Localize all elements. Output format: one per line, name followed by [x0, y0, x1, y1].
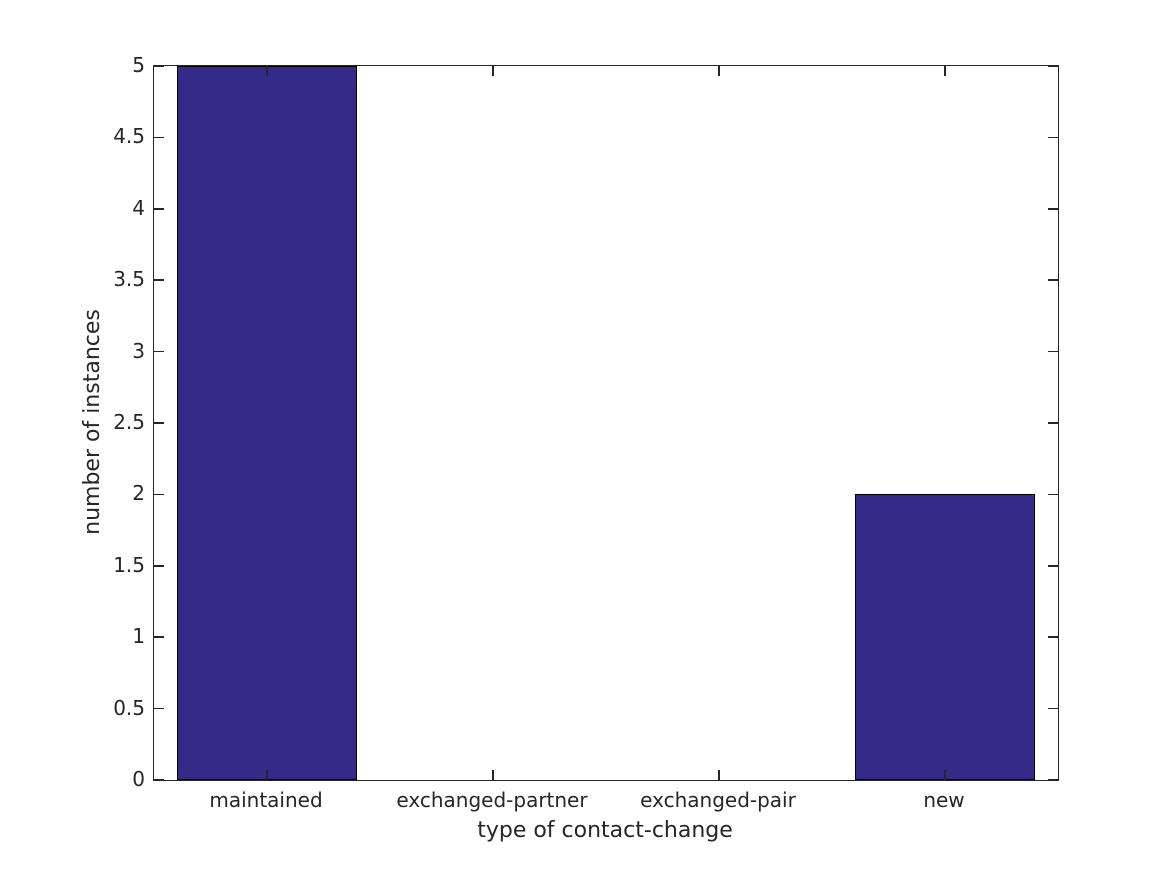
x-tick-top	[718, 66, 720, 76]
y-tick-left	[154, 422, 164, 424]
y-tick-left	[154, 65, 164, 67]
y-tick-left	[154, 779, 164, 781]
x-tick-bottom	[266, 770, 268, 780]
plot-area	[153, 65, 1059, 781]
y-tick-right	[1048, 779, 1058, 781]
y-tick-left	[154, 636, 164, 638]
y-tick-right	[1048, 493, 1058, 496]
y-tick-label: 0	[132, 767, 145, 791]
y-tick-label: 4	[132, 195, 145, 220]
x-axis-label: type of contact-change	[477, 818, 733, 843]
y-tick-label: 2	[132, 481, 145, 506]
x-tick-label-exchanged-partner: exchanged-partner	[396, 788, 588, 812]
x-tick-label-exchanged-pair: exchanged-pair	[640, 788, 796, 812]
bar-maintained	[176, 66, 358, 780]
x-tick-bottom	[944, 770, 946, 780]
x-tick-top	[266, 66, 268, 76]
y-tick-left	[154, 565, 164, 567]
bar-new	[854, 494, 1036, 780]
y-tick-label: 2.5	[113, 410, 145, 434]
y-tick-left	[154, 350, 164, 353]
y-tick-label: 4.5	[113, 124, 145, 149]
x-tick-bottom	[718, 770, 720, 780]
x-tick-top	[492, 66, 494, 76]
y-tick-label: 3	[132, 338, 145, 363]
y-tick-label: 1.5	[113, 552, 145, 577]
y-tick-right	[1048, 279, 1058, 281]
y-tick-label: 0.5	[113, 695, 145, 720]
x-tick-label-maintained: maintained	[209, 788, 323, 812]
y-tick-right	[1048, 136, 1058, 139]
y-tick-right	[1048, 707, 1058, 710]
y-tick-left	[154, 208, 164, 210]
y-tick-left	[154, 136, 164, 139]
y-tick-label: 5	[132, 53, 145, 77]
x-tick-top	[944, 66, 946, 76]
y-tick-left	[154, 707, 164, 710]
y-tick-label: 3.5	[113, 267, 145, 292]
x-tick-label-new: new	[923, 788, 965, 812]
y-tick-right	[1048, 350, 1058, 353]
y-axis-label: number of instances	[80, 309, 105, 535]
y-tick-left	[154, 279, 164, 281]
y-tick-right	[1048, 636, 1058, 638]
y-tick-left	[154, 493, 164, 496]
y-tick-label: 1	[132, 624, 145, 649]
x-tick-bottom	[492, 770, 494, 780]
y-tick-right	[1048, 565, 1058, 567]
y-tick-right	[1048, 422, 1058, 424]
y-tick-right	[1048, 65, 1058, 67]
y-tick-right	[1048, 208, 1058, 210]
